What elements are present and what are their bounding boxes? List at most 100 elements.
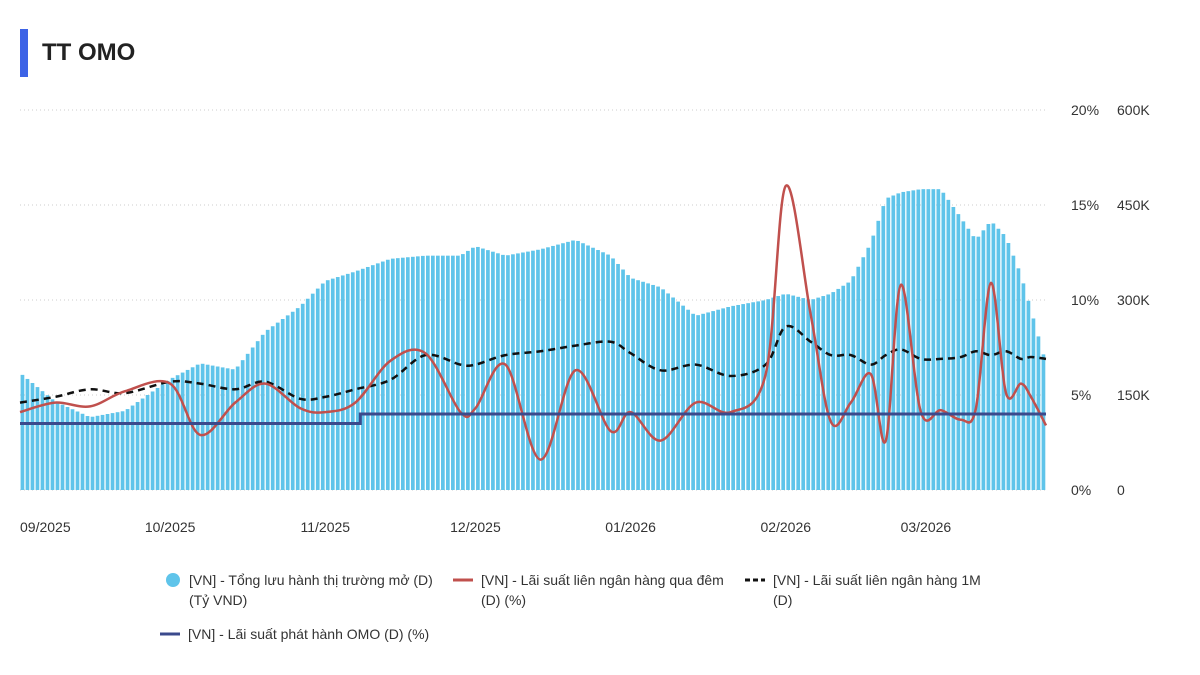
bar — [50, 399, 55, 490]
bar — [856, 266, 861, 490]
bar — [100, 414, 105, 490]
bar — [205, 364, 210, 490]
bar — [150, 391, 155, 490]
legend-item-1m-rate[interactable]: [VN] - Lãi suất liên ngân hàng 1M (D) — [745, 570, 1003, 610]
bar — [325, 280, 330, 490]
x-tick-label: 03/2026 — [901, 519, 952, 535]
bar — [310, 293, 315, 490]
bar — [65, 406, 70, 490]
bar — [981, 230, 986, 491]
legend-item-overnight-rate[interactable]: [VN] - Lãi suất liên ngân hàng qua đêm (… — [453, 570, 731, 610]
bar — [476, 246, 480, 490]
bar — [305, 298, 310, 490]
bar — [420, 255, 425, 490]
bar — [621, 269, 625, 490]
bar — [721, 308, 725, 490]
bar — [631, 278, 635, 490]
bar — [926, 189, 931, 490]
bar — [486, 250, 490, 490]
bar — [120, 411, 125, 490]
bar — [260, 334, 265, 490]
chart-canvas: 20% 600K 15% 450K 10% 300K 5% 150K 0% 0 09/2025 10/… — [19, 102, 1150, 535]
bar — [771, 297, 776, 490]
bar — [931, 189, 936, 490]
bar — [80, 413, 85, 490]
bar — [165, 380, 170, 490]
bar — [1006, 243, 1011, 490]
bar — [896, 193, 901, 490]
bar — [681, 305, 685, 490]
bar — [746, 303, 751, 490]
bar — [255, 341, 260, 490]
bar — [596, 250, 600, 490]
bar — [115, 412, 120, 490]
y-right-tick-label: 600K — [1117, 102, 1150, 118]
bar — [380, 261, 385, 490]
bar — [561, 243, 565, 490]
bar — [300, 303, 305, 490]
chart-title: TT OMO — [42, 39, 136, 66]
bar — [245, 353, 250, 490]
bar — [466, 250, 470, 490]
bar — [666, 293, 670, 490]
bar — [716, 309, 720, 490]
bar — [686, 309, 690, 490]
bar — [826, 294, 831, 490]
bar — [881, 206, 886, 491]
title-accent-bar — [20, 29, 28, 77]
bar — [441, 255, 445, 490]
bar — [531, 250, 535, 490]
series-line-1m-rate — [19, 324, 1047, 404]
bar — [461, 254, 465, 490]
y-left-tick-label: 10% — [1071, 292, 1099, 308]
y-left-tick-label: 15% — [1071, 197, 1099, 213]
bar — [75, 411, 80, 490]
bar — [275, 322, 280, 490]
bar — [941, 192, 946, 490]
bar — [571, 240, 575, 490]
legend-item-omo-rate[interactable]: [VN] - Lãi suất phát hành OMO (D) (%) — [160, 624, 433, 644]
bar — [611, 258, 615, 490]
y-right-tick-label: 0 — [1117, 482, 1125, 498]
bar — [836, 288, 841, 490]
y-right-tick-label: 450K — [1117, 197, 1150, 213]
bar — [791, 295, 796, 490]
bar — [315, 288, 320, 490]
bar — [170, 377, 175, 490]
bar — [951, 206, 956, 490]
legend-marker-overnight-rate — [453, 578, 473, 582]
x-tick-label: 10/2025 — [145, 519, 196, 535]
bar — [1001, 234, 1006, 490]
legend-label-overnight-rate: [VN] - Lãi suất liên ngân hàng qua đêm (… — [481, 572, 724, 608]
bar — [566, 241, 570, 490]
bar — [220, 367, 225, 490]
bar — [410, 256, 415, 490]
legend-marker-omo-rate — [160, 632, 180, 636]
legend-label-open-market: [VN] - Tổng lưu hành thị trường mở (D) (… — [189, 572, 433, 608]
bar — [846, 282, 851, 490]
x-tick-label: 11/2025 — [301, 519, 351, 535]
bar — [556, 244, 560, 490]
chart-title-block: TT OMO — [20, 28, 135, 78]
y-left-tick-label: 5% — [1071, 387, 1091, 403]
bar — [576, 240, 580, 490]
bar — [691, 313, 695, 490]
bar — [130, 405, 135, 490]
bar — [586, 245, 590, 490]
bar — [415, 256, 420, 490]
bar — [651, 284, 655, 490]
bar — [1026, 300, 1031, 490]
bar — [240, 360, 245, 490]
bar — [811, 299, 816, 490]
bar — [370, 265, 375, 490]
bar — [270, 326, 275, 490]
bar — [536, 249, 540, 490]
legend-item-open-market[interactable]: [VN] - Tổng lưu hành thị trường mở (D) (… — [165, 570, 444, 610]
bar — [936, 189, 941, 490]
bar — [330, 278, 335, 490]
bar — [661, 289, 665, 490]
y-right-tick-label: 150K — [1117, 387, 1150, 403]
bar — [921, 189, 926, 490]
bar — [85, 416, 90, 490]
bar — [671, 297, 675, 490]
